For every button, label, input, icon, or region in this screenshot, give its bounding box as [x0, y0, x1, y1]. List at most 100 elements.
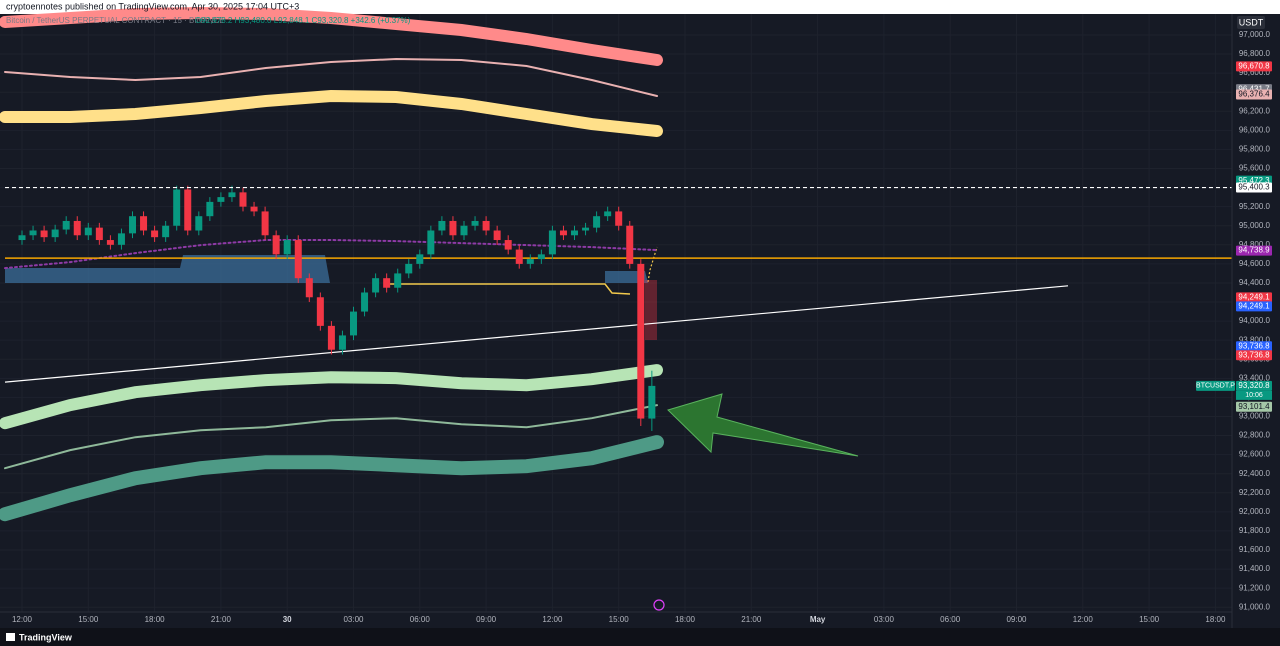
x-tick-label: 18:00 [1205, 615, 1226, 624]
x-tick-label: 12:00 [12, 615, 33, 624]
candle-body [162, 225, 170, 238]
x-tick-label: 15:00 [609, 615, 630, 624]
symbol-line: Bitcoin / TetherUS PERPETUAL CONTRACT · … [6, 16, 225, 25]
x-tick-label: 30 [283, 615, 292, 624]
candle-body [184, 189, 192, 231]
candle-body [129, 216, 136, 234]
x-tick-label: 15:00 [78, 615, 99, 624]
x-tick-label: 06:00 [940, 615, 961, 624]
candle-body [294, 240, 302, 279]
price-tag-label: 95,472.3 [1238, 176, 1270, 185]
y-tick-label: 96,800.0 [1239, 49, 1271, 58]
candle-body [217, 197, 225, 202]
candle-body [95, 227, 103, 241]
y-tick-label: 92,800.0 [1239, 431, 1271, 440]
x-tick-label: 18:00 [145, 615, 166, 624]
x-tick-label: 09:00 [476, 615, 497, 624]
indicator-band [0, 364, 663, 430]
candle-body [515, 249, 523, 264]
candle-body [117, 233, 125, 245]
y-tick-label: 92,600.0 [1239, 450, 1271, 459]
y-tick-label: 93,800.0 [1239, 335, 1271, 344]
candle-body [151, 230, 159, 238]
price-tag-label: 95,400.3 [1238, 183, 1270, 192]
zone [645, 280, 657, 340]
logo [6, 633, 15, 641]
price-tag [1236, 301, 1272, 312]
candle-body [593, 216, 601, 228]
x-tick-label: 15:00 [1139, 615, 1160, 624]
countdown-tag [1236, 390, 1272, 400]
candle-body [626, 225, 634, 264]
x-tick-label: 09:00 [1006, 615, 1027, 624]
candle-body [51, 229, 59, 238]
footer-bar [0, 628, 1280, 646]
candle-body [228, 192, 236, 198]
trendline [4, 285, 1069, 383]
symbol-tag-label: BTCUSDT.P [1196, 383, 1235, 390]
signal-line [390, 283, 631, 295]
price-tag-label: 94,738.9 [1238, 246, 1270, 255]
price-tag [1236, 245, 1272, 256]
y-tick-label: 96,200.0 [1239, 106, 1271, 115]
x-tick-label: 18:00 [675, 615, 696, 624]
arrow [667, 393, 859, 457]
candle-body [350, 311, 357, 336]
indicator-band [4, 239, 658, 270]
candle-body [140, 216, 148, 231]
candle-body [604, 211, 612, 217]
candle-body [394, 273, 402, 288]
price-axis [1232, 14, 1280, 628]
header-title: cryptoennotes published on TradingView.c… [6, 1, 299, 11]
candle-body [537, 254, 545, 260]
y-tick-label: 92,200.0 [1239, 488, 1271, 497]
y-tick-label: 96,600.0 [1239, 68, 1271, 77]
candle-body [250, 206, 258, 212]
candle-body [195, 216, 203, 231]
y-tick-label: 96,000.0 [1239, 125, 1271, 134]
x-tick-label: 21:00 [741, 615, 762, 624]
price-tag [1236, 380, 1272, 391]
indicator-band [4, 57, 658, 97]
price-tag-label: 93,101.4 [1238, 402, 1270, 411]
x-tick-label: 03:00 [874, 615, 895, 624]
candle-body [615, 211, 623, 226]
candle-body [272, 235, 280, 255]
indicator-band [4, 404, 658, 470]
candle-body [493, 230, 501, 241]
y-tick-label: 92,400.0 [1239, 469, 1271, 478]
candle-body [427, 230, 435, 255]
price-tag [1236, 341, 1272, 352]
candle-body [405, 263, 413, 274]
x-tick-label: 21:00 [211, 615, 232, 624]
y-tick-label: 97,000.0 [1239, 30, 1271, 39]
x-tick-label: 12:00 [542, 615, 563, 624]
signal-line [647, 246, 658, 283]
countdown-label: 10:06 [1245, 392, 1263, 399]
candle-body [372, 278, 380, 293]
y-tick-label: 94,600.0 [1239, 259, 1271, 268]
indicator-band [0, 435, 664, 522]
candle-body [206, 201, 214, 217]
candle-body [18, 235, 26, 241]
candle-body [106, 240, 114, 245]
candle-body [361, 292, 369, 312]
candle-body [582, 227, 590, 231]
candle-body [548, 230, 556, 255]
candle-body [261, 211, 269, 236]
y-tick-label: 91,800.0 [1239, 526, 1271, 535]
cloud [605, 271, 648, 283]
candle-body [471, 220, 479, 226]
price-tag-label: 93,736.8 [1238, 341, 1270, 350]
y-tick-label: 95,600.0 [1239, 164, 1271, 173]
y-tick-label: 95,200.0 [1239, 202, 1271, 211]
candle-body [559, 230, 567, 236]
price-tag [1236, 89, 1272, 100]
axes: 91,000.0 91,200.0 91,400.0 91,600.0 91,800.0… [12, 30, 1272, 624]
y-tick-label: 95,800.0 [1239, 145, 1271, 154]
candle-body [482, 220, 490, 231]
currency-badge [1237, 16, 1265, 29]
price-tag [1236, 182, 1272, 193]
